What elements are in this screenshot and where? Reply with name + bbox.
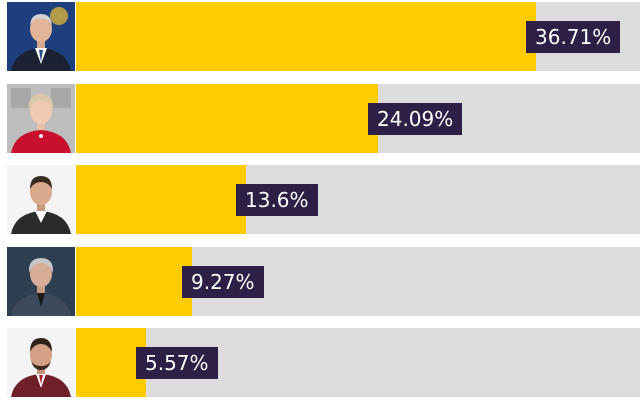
value-label: 9.27% [182,266,264,298]
bar-fill [76,247,192,316]
value-label: 24.09% [368,103,463,135]
bar-row: 13.6% [7,165,640,234]
candidate-portrait [7,84,75,153]
candidate-portrait [7,2,75,71]
candidate-portrait [7,328,75,397]
bar-row: 36.71% [7,2,640,71]
bar-fill [76,328,146,397]
value-label: 13.6% [236,184,318,216]
bar-track: 24.09% [76,84,640,153]
bar-row: 9.27% [7,247,640,316]
bar-row: 24.09% [7,84,640,153]
bar-track: 36.71% [76,2,640,71]
bar-row: 5.57% [7,328,640,397]
bar-track: 9.27% [76,247,640,316]
bar-track: 5.57% [76,328,640,397]
value-label: 36.71% [526,21,621,53]
candidate-portrait [7,247,75,316]
value-label: 5.57% [136,347,218,379]
bar-fill [76,2,536,71]
bar-fill [76,165,246,234]
candidate-portrait [7,165,75,234]
bar-fill [76,84,378,153]
bar-track: 13.6% [76,165,640,234]
